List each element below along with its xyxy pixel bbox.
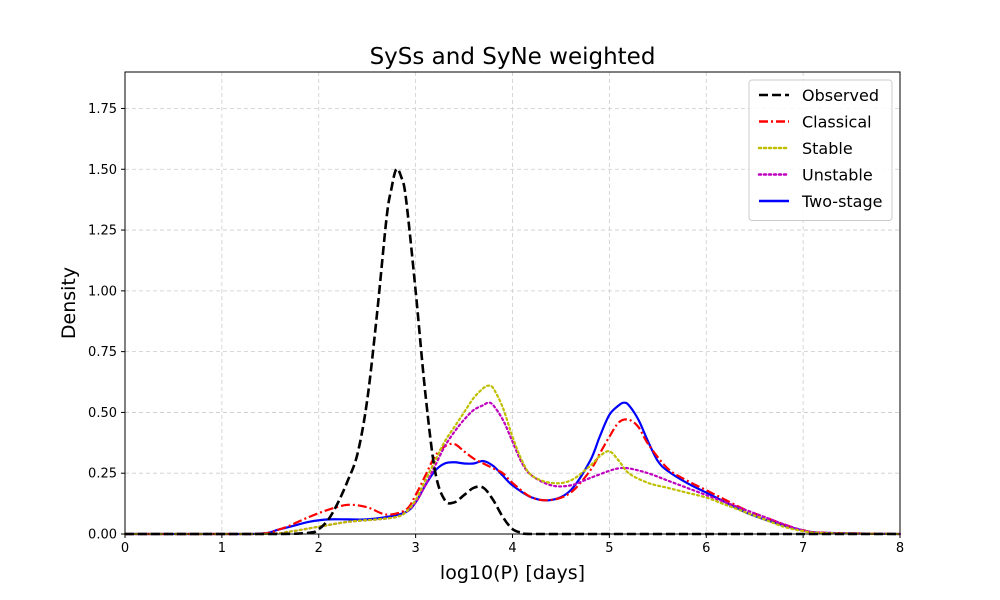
x-axis-label: log10(P) [days] [440,562,585,584]
x-tick-label: 0 [121,541,129,556]
x-tick-label: 1 [218,541,226,556]
x-tick-label: 5 [605,541,613,556]
series-lines [123,167,902,536]
legend-label: Unstable [802,166,873,185]
y-axis-label: Density [58,267,80,339]
x-tick-label: 6 [702,541,710,556]
legend-label: Classical [802,113,872,132]
x-tick-label: 2 [315,541,323,556]
legend-label: Two-stage [801,192,882,211]
legend-label: Stable [802,139,853,158]
series-line-two-stage [124,401,901,536]
series-line-observed [124,167,900,536]
y-tick-label: 0.75 [88,345,117,360]
y-tick-label: 1.50 [88,163,117,178]
y-tick-label: 0.00 [88,528,117,543]
legend: Observed Classical Stable Unstable Two-stage [748,79,893,221]
chart-title: SySs and SyNe weighted [370,44,656,70]
legend-box [748,79,893,221]
y-tick-label: 1.25 [88,224,117,239]
series-line-stable [123,384,902,536]
y-tick-label: 1.75 [88,102,117,117]
x-tick-label: 8 [896,541,904,556]
x-tick-label: 4 [508,541,516,556]
y-tick-label: 0.50 [88,406,117,421]
x-tick-label: 7 [799,541,807,556]
y-tick-label: 0.25 [88,467,117,482]
y-tick-label: 1.00 [88,284,117,299]
legend-label: Observed [802,86,879,105]
axis-ticks: 0 1 2 3 4 5 6 7 8 0.00 0.25 0.50 0.75 1.00 1.25 1.50 1.7… [88,102,904,556]
x-tick-label: 3 [411,541,419,556]
